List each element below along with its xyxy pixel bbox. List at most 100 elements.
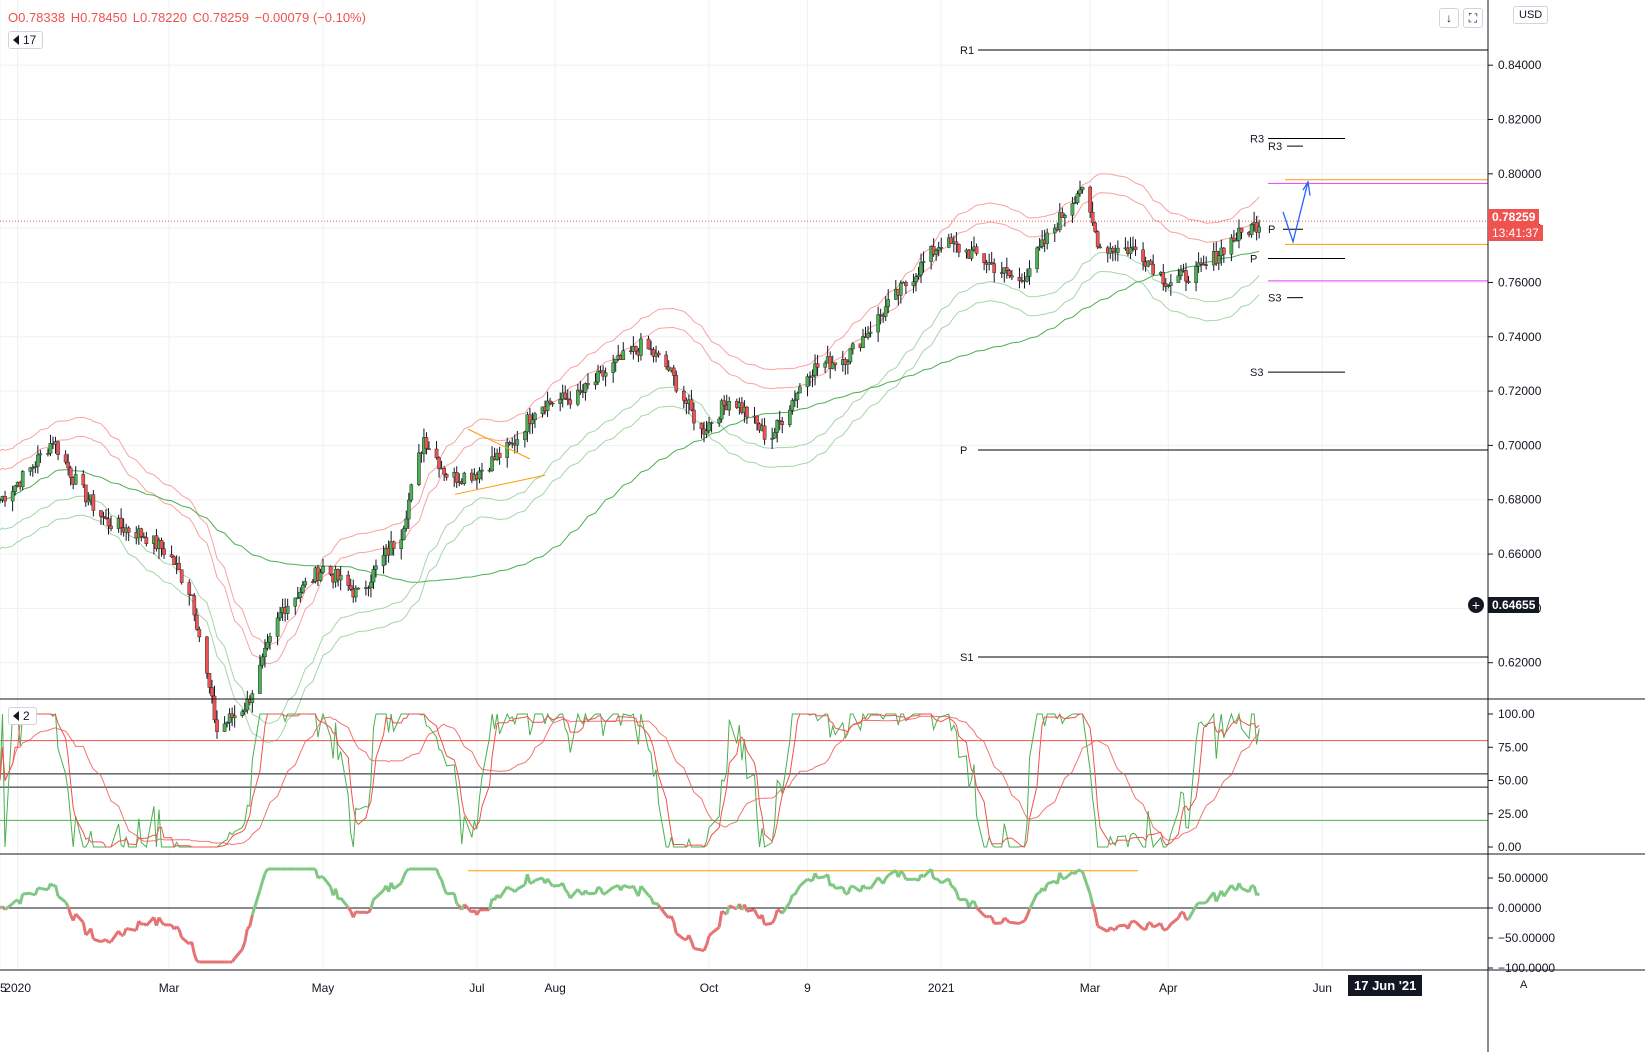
- candle-body: [172, 556, 176, 565]
- high-value: H0.78450: [70, 10, 128, 25]
- candle-body: [480, 469, 484, 472]
- candle-body: [795, 392, 800, 401]
- crosshair-date-label: 17 Jun '21: [1348, 975, 1423, 996]
- momentum-segment: [84, 931, 90, 937]
- candle-body: [356, 587, 361, 590]
- candle-body: [195, 614, 199, 630]
- momentum-segment: [1169, 916, 1180, 926]
- candle-body: [490, 456, 494, 472]
- momentum-segment: [102, 938, 107, 943]
- pivot-label: P: [960, 445, 967, 457]
- candle-body: [805, 376, 810, 388]
- momentum-segment: [142, 922, 148, 927]
- candle-body: [497, 452, 502, 458]
- candle-body: [374, 565, 378, 570]
- add-alert-icon[interactable]: +: [1468, 597, 1484, 613]
- fullscreen-icon[interactable]: ⛶: [1463, 8, 1483, 28]
- currency-button[interactable]: USD: [1513, 6, 1549, 24]
- momentum-segment: [952, 886, 958, 893]
- candle-body: [427, 448, 431, 450]
- momentum-segment: [693, 946, 702, 952]
- candle-body: [346, 574, 351, 586]
- momentum-segment: [1167, 923, 1173, 929]
- candle-body: [851, 343, 855, 350]
- momentum-segment: [675, 932, 685, 941]
- momentum-segment: [652, 901, 657, 906]
- momentum-segment: [1088, 893, 1095, 905]
- momentum-segment: [852, 884, 862, 893]
- momentum-segment: [1073, 869, 1079, 875]
- pivot-label: R3: [1268, 141, 1282, 153]
- momentum-segment: [74, 913, 85, 924]
- candle-body: [298, 592, 303, 598]
- candle-body: [505, 442, 509, 458]
- price-tick-label: 0.84000: [1498, 58, 1542, 72]
- oscillator-count: 2: [23, 709, 30, 723]
- candle-body: [704, 430, 709, 435]
- download-icon[interactable]: ↓: [1439, 8, 1459, 28]
- candle-body: [904, 282, 908, 286]
- momentum-segment: [180, 936, 191, 946]
- candle-body: [46, 453, 50, 455]
- candle-body: [311, 581, 315, 583]
- time-axis-label: Oct: [700, 981, 719, 995]
- momentum-segment: [972, 900, 978, 909]
- candle-body: [28, 467, 33, 472]
- price-tick-label: 0.82000: [1498, 113, 1542, 127]
- candle-body: [1249, 224, 1254, 236]
- projection-arrow: [1282, 181, 1309, 245]
- momentum-segment: [689, 940, 696, 949]
- price-tick-label: 0.72000: [1498, 384, 1542, 398]
- pivot-levels: R1 R3 R3 P P P S3 S3 S1: [0, 45, 1488, 664]
- oscillator-toggle[interactable]: 2: [8, 707, 37, 725]
- candle-body: [639, 338, 643, 356]
- candle-body: [265, 641, 270, 649]
- candle-body: [548, 400, 552, 404]
- candle-body: [328, 566, 333, 575]
- momentum-segment: [246, 925, 251, 930]
- momentum-segment: [37, 886, 41, 890]
- candle-body: [919, 262, 923, 276]
- candle-body: [649, 348, 653, 351]
- momentum-segment: [922, 868, 933, 879]
- candle-body: [545, 400, 550, 412]
- candle-body: [692, 409, 696, 424]
- candle-body: [406, 499, 411, 520]
- candle-body: [949, 237, 954, 244]
- candle-body: [225, 722, 229, 725]
- momentum-segment: [263, 868, 269, 875]
- momentum-segment: [647, 894, 653, 899]
- candle-body: [717, 418, 721, 424]
- candle-body: [921, 261, 926, 263]
- momentum-segment: [1194, 901, 1200, 907]
- momentum-segment: [1247, 885, 1253, 893]
- arrow-head: [1302, 180, 1311, 196]
- candle-body: [454, 472, 459, 483]
- stochastic-slow-line: [0, 715, 1260, 846]
- candle-body: [689, 399, 694, 411]
- momentum-segment: [619, 884, 625, 892]
- candle-body: [1007, 270, 1012, 276]
- candle-body: [634, 346, 638, 352]
- candle-body: [442, 467, 446, 475]
- candle-body: [1179, 269, 1183, 277]
- momentum-segment: [92, 937, 102, 944]
- momentum-segment: [707, 932, 713, 937]
- indicators-toggle[interactable]: 17: [8, 31, 44, 49]
- momentum-segment: [602, 891, 607, 896]
- candle-body: [815, 363, 820, 368]
- candle-body: [222, 723, 227, 732]
- time-axis-label: Jun: [1313, 981, 1332, 995]
- candle-body: [578, 389, 583, 392]
- candle-body: [13, 485, 17, 492]
- momentum-segment: [929, 868, 936, 880]
- momentum-segment: [1159, 922, 1165, 931]
- momentum-segment: [701, 948, 705, 953]
- auto-scale-button[interactable]: A: [1520, 979, 1528, 991]
- candle-body: [530, 419, 535, 424]
- momentum-segment: [1237, 882, 1243, 889]
- momentum-segment: [1046, 879, 1056, 886]
- candle-body: [1005, 267, 1009, 271]
- momentum-segment: [463, 903, 473, 914]
